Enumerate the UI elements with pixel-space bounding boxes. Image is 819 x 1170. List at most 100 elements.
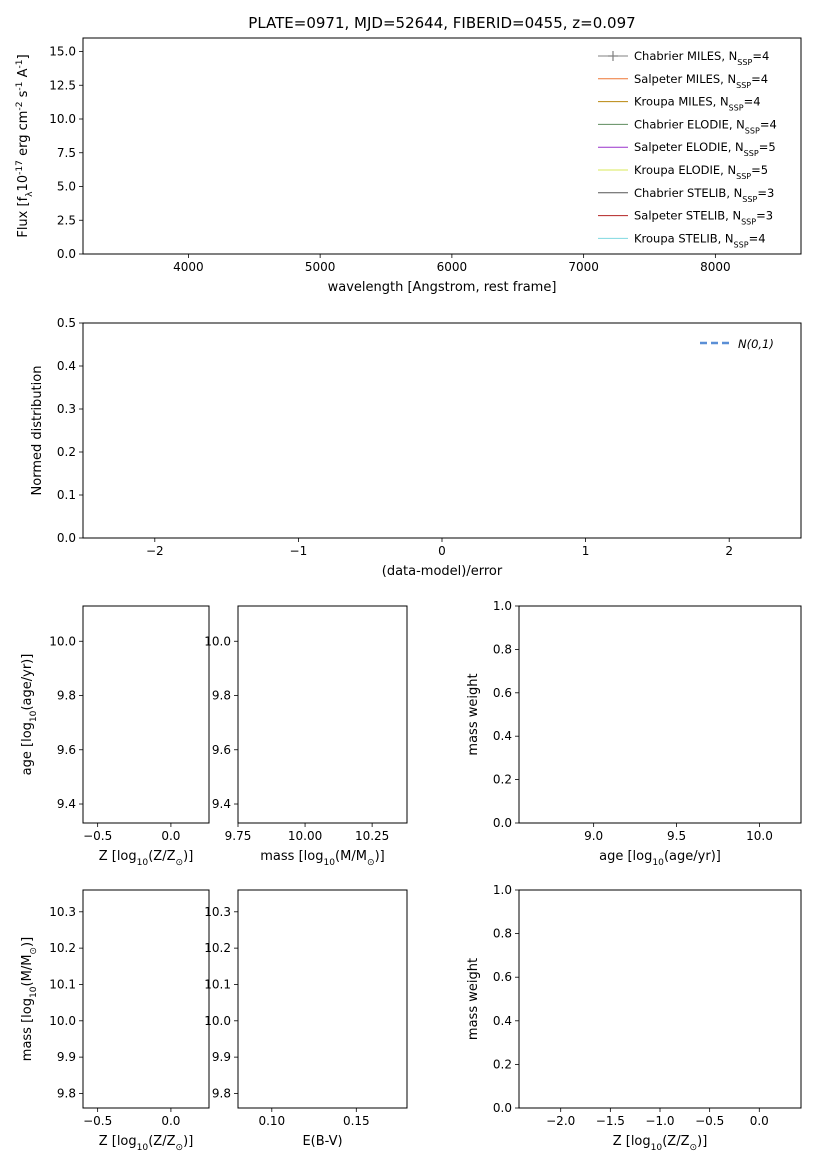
y-tick-label: 10.0 [49,1014,76,1028]
x-axis-label: mass [log10(M/M⊙)] [260,849,384,868]
y-tick-label: 10.0 [204,1014,231,1028]
x-tick-label: 10.0 [746,829,773,843]
y-tick-label: 10.0 [49,634,76,648]
x-tick-label: 2 [725,544,733,558]
y-tick-label: 9.8 [212,1086,231,1100]
y-tick-label: 0.2 [57,445,76,459]
x-tick-label: −1.5 [596,1114,625,1128]
y-tick-label: 12.5 [49,78,76,92]
legend-label: Salpeter MILES, NSSP=4 [634,72,768,90]
y-axis-label: mass [log10(M/M⊙)] [20,937,39,1061]
y-tick-label: 9.4 [212,797,231,811]
legend-label: Chabrier STELIB, NSSP=3 [634,186,774,204]
y-tick-label: 10.2 [204,941,231,955]
y-tick-label: 0.0 [57,247,76,261]
y-tick-label: 0.4 [57,359,76,373]
y-tick-label: 9.6 [212,743,231,757]
axes-frame [82,605,210,824]
x-tick-label: 9.0 [584,829,603,843]
y-tick-label: 10.2 [49,941,76,955]
mass-weight-vs-age-panel: 9.0 9.5 10.0 0.0 0.2 0.4 0.6 0.8 1.0 age [log10(a… [466,599,802,868]
x-tick-label: 1 [582,544,590,558]
x-tick-label: 8000 [700,260,731,274]
y-axis-label: mass weight [466,673,481,755]
y-tick-label: 10.3 [49,905,76,919]
x-tick-label: 9.75 [225,829,252,843]
y-tick-label: 5.0 [57,180,76,194]
x-tick-label: −1 [290,544,308,558]
legend-label: Kroupa MILES, NSSP=4 [634,95,761,113]
axes-frame [237,889,408,1109]
y-tick-label: 15.0 [49,45,76,59]
x-axis-label: wavelength [Angstrom, rest frame] [328,280,557,295]
y-tick-label: 10.1 [204,977,231,991]
axes-frame [82,889,210,1109]
spectrum-panel: 4000 5000 6000 7000 8000 0.0 2.5 5.0 7.5 10.0 12.5… [15,37,802,295]
x-axis-label: E(B-V) [302,1134,342,1149]
y-tick-label: 9.8 [57,1086,76,1100]
x-tick-label: −0.5 [83,1114,112,1128]
spectrum-title: PLATE=0971, MJD=52644, FIBERID=0455, z=0… [248,14,635,32]
x-axis-label: Z [log10(Z/Z⊙)] [99,849,194,868]
legend-marker [608,51,618,61]
x-axis-label: Z [log10(Z/Z⊙)] [99,1134,194,1153]
y-tick-label: 7.5 [57,146,76,160]
age-vs-mass-panel: 9.75 10.00 10.25 9.4 9.6 9.8 10.0 mass [log10(M… [204,605,408,868]
legend-label: Kroupa STELIB, NSSP=4 [634,231,766,249]
y-tick-label: 0.6 [493,970,512,984]
axes-frame [82,37,802,255]
legend-label: Chabrier MILES, NSSP=4 [634,49,769,67]
x-axis-label: Z [log10(Z/Z⊙)] [613,1134,708,1153]
y-tick-label: 0.5 [57,316,76,330]
x-tick-label: 5000 [305,260,336,274]
legend-label: Salpeter STELIB, NSSP=3 [634,209,773,227]
y-tick-label: 2.5 [57,213,76,227]
y-tick-label: 1.0 [493,883,512,897]
x-tick-label: −2.0 [546,1114,575,1128]
y-axis-label: age [log10(age/yr)] [20,654,39,776]
x-tick-label: 9.5 [667,829,686,843]
x-axis-label: age [log10(age/yr)] [599,849,721,868]
x-tick-label: 0.0 [161,1114,180,1128]
y-tick-label: 1.0 [493,599,512,613]
x-tick-label: −0.5 [83,829,112,843]
axes-frame [518,889,802,1109]
y-tick-label: 0.2 [493,773,512,787]
y-tick-label: 0.1 [57,488,76,502]
legend-label: Chabrier ELODIE, NSSP=4 [634,117,777,135]
y-tick-label: 9.9 [57,1050,76,1064]
x-tick-label: −2 [146,544,164,558]
x-tick-label: 10.00 [288,829,322,843]
y-tick-label: 0.4 [493,1014,512,1028]
y-tick-label: 0.3 [57,402,76,416]
y-tick-label: 0.6 [493,686,512,700]
x-tick-label: 7000 [568,260,599,274]
x-tick-label: 0.15 [343,1114,370,1128]
y-tick-label: 10.3 [204,905,231,919]
x-tick-label: 0.0 [750,1114,769,1128]
residual-histogram-panel: −2 −1 0 1 2 0.0 0.1 0.2 0.3 0.4 0.5 N(0,1) (data-mod… [30,316,802,579]
age-vs-metallicity-panel: −0.5 0.0 9.4 9.6 9.8 10.0 Z [log10(Z/Z⊙)] age [… [20,605,210,868]
y-tick-label: 9.9 [212,1050,231,1064]
x-tick-label: 0.0 [161,829,180,843]
y-tick-label: 0.8 [493,927,512,941]
y-tick-label: 10.0 [49,112,76,126]
y-tick-label: 10.0 [204,634,231,648]
y-axis-label: mass weight [466,958,481,1040]
y-tick-label: 9.4 [57,797,76,811]
y-tick-label: 0.0 [493,1101,512,1115]
legend-label: Salpeter ELODIE, NSSP=5 [634,140,776,158]
x-tick-label: 0.10 [258,1114,285,1128]
mass-vs-metallicity-panel: −0.5 0.0 9.8 9.9 10.0 10.1 10.2 10.3 Z [log10(Z/… [20,889,210,1153]
y-axis-label: Normed distribution [30,366,45,496]
y-tick-label: 0.8 [493,642,512,656]
x-tick-label: 0 [438,544,446,558]
legend-label: Kroupa ELODIE, NSSP=5 [634,163,768,181]
y-tick-label: 0.0 [493,816,512,830]
y-tick-label: 9.8 [57,689,76,703]
y-tick-label: 0.0 [57,531,76,545]
x-tick-label: −0.5 [695,1114,724,1128]
x-tick-label: −1.0 [645,1114,674,1128]
y-tick-label: 10.1 [49,977,76,991]
